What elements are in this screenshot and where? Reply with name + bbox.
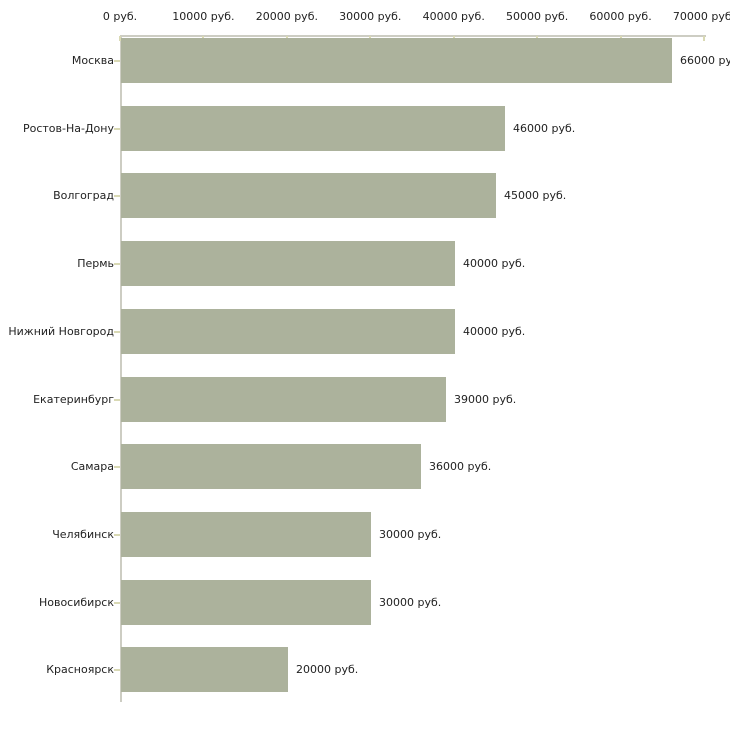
y-axis-tick: [114, 533, 120, 536]
value-label: 45000 руб.: [504, 188, 567, 202]
x-axis-tick-label: 20000 руб.: [255, 10, 318, 23]
x-axis-line: [120, 35, 706, 37]
x-axis-tick-label: 10000 руб.: [172, 10, 235, 23]
y-axis-tick: [114, 262, 120, 265]
value-label: 30000 руб.: [379, 527, 442, 541]
bar: [121, 38, 672, 83]
x-axis-tick-label: 50000 руб.: [506, 10, 569, 23]
y-axis-tick: [114, 127, 120, 130]
value-label: 40000 руб.: [463, 256, 526, 270]
bar: [121, 241, 455, 286]
category-label: Красноярск: [46, 662, 114, 676]
x-axis-tick: [119, 36, 121, 41]
bar: [121, 512, 371, 557]
x-axis-tick-label: 70000 руб.: [672, 10, 730, 23]
y-axis-line: [120, 35, 122, 702]
category-label: Ростов-На-Дону: [22, 121, 114, 135]
value-label: 46000 руб.: [513, 121, 576, 135]
x-axis-tick: [703, 36, 705, 41]
bar: [121, 647, 288, 692]
value-label: 40000 руб.: [463, 324, 526, 338]
x-axis-tick-label: 30000 руб.: [339, 10, 402, 23]
x-axis-tick-label: 40000 руб.: [422, 10, 485, 23]
category-label: Нижний Новгород: [8, 324, 114, 338]
category-label: Пермь: [77, 256, 114, 270]
bar: [121, 173, 496, 218]
value-label: 20000 руб.: [296, 662, 359, 676]
y-axis-tick: [114, 330, 120, 333]
category-label: Самара: [70, 459, 114, 473]
bar: [121, 580, 371, 625]
bar: [121, 106, 505, 151]
value-label: 36000 руб.: [429, 459, 492, 473]
value-label: 39000 руб.: [454, 392, 517, 406]
y-axis-tick: [114, 398, 120, 401]
category-label: Волгоград: [53, 188, 114, 202]
y-axis-tick: [114, 194, 120, 197]
x-axis-tick-label: 60000 руб.: [589, 10, 652, 23]
bar: [121, 309, 455, 354]
y-axis-tick: [114, 465, 120, 468]
category-label: Новосибирск: [38, 595, 114, 609]
value-label: 66000 руб: [680, 53, 730, 67]
y-axis-tick: [114, 601, 120, 604]
value-label: 30000 руб.: [379, 595, 442, 609]
bar: [121, 377, 446, 422]
y-axis-tick: [114, 668, 120, 671]
category-label: Москва: [71, 53, 114, 67]
bar: [121, 444, 421, 489]
category-label: Екатеринбург: [33, 392, 114, 406]
category-label: Челябинск: [52, 527, 114, 541]
y-axis-tick: [114, 59, 120, 62]
x-axis-tick-label: 0 руб.: [102, 10, 138, 23]
